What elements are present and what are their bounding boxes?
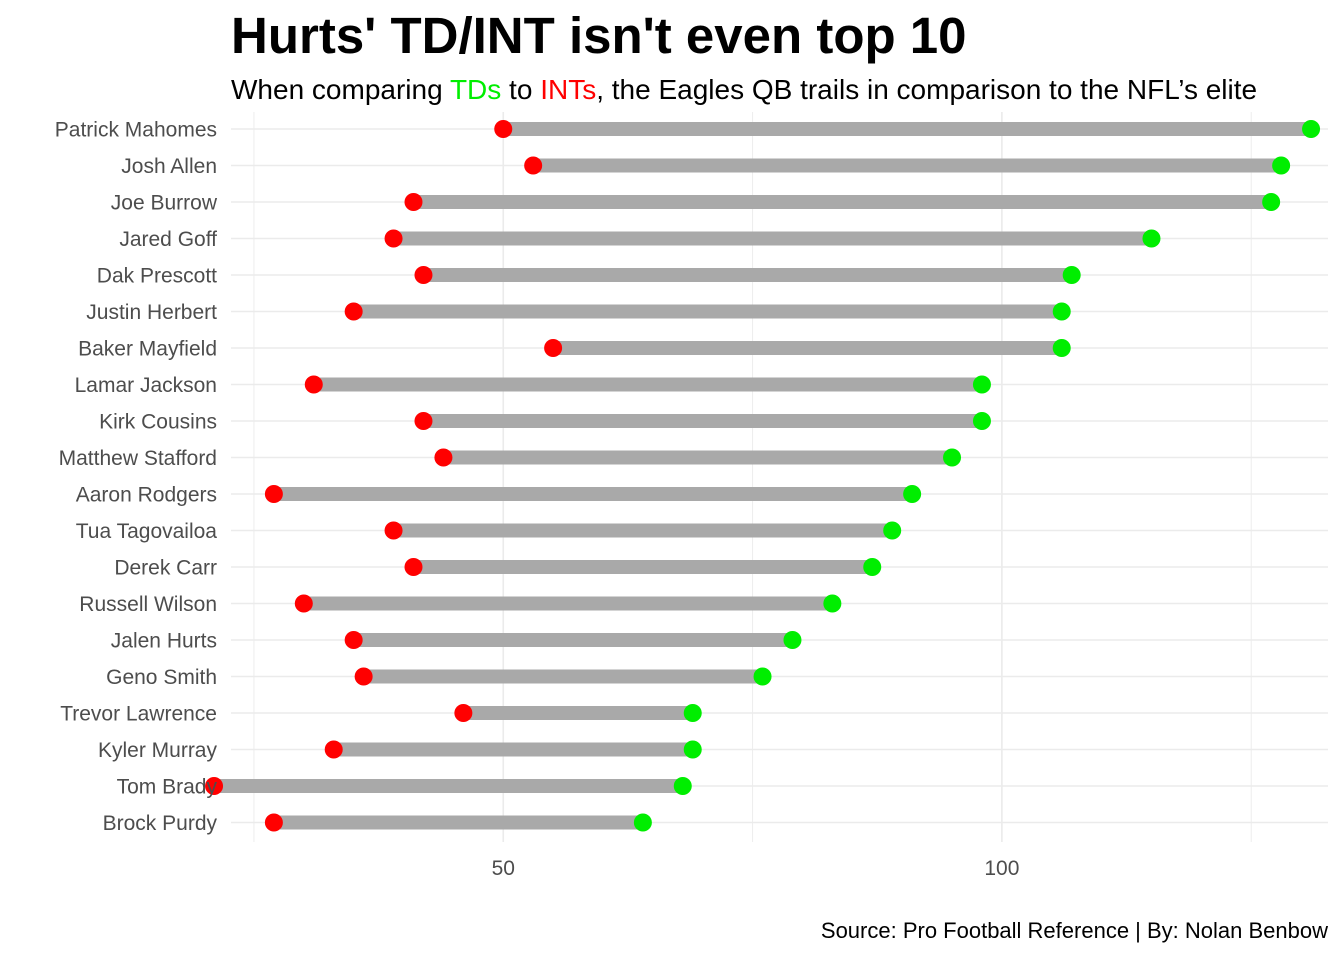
x-tick-label: 100 bbox=[984, 857, 1019, 880]
int-point bbox=[344, 302, 363, 321]
y-tick-label: Geno Smith bbox=[106, 666, 217, 689]
subtitle-td-word: TDs bbox=[449, 74, 502, 105]
y-tick-label: Patrick Mahomes bbox=[55, 119, 217, 142]
y-tick-label: Brock Purdy bbox=[103, 812, 218, 835]
td-point bbox=[753, 667, 772, 686]
td-point bbox=[972, 375, 991, 394]
x-tick-label: 50 bbox=[492, 857, 515, 880]
int-point bbox=[294, 594, 313, 613]
y-tick-label: Derek Carr bbox=[114, 557, 217, 580]
y-tick-label: Matthew Stafford bbox=[59, 447, 217, 470]
chart-caption: Source: Pro Football Reference | By: Nol… bbox=[820, 918, 1328, 943]
int-point bbox=[354, 667, 373, 686]
int-point bbox=[384, 229, 403, 248]
int-point bbox=[434, 448, 453, 467]
td-point bbox=[863, 558, 882, 576]
y-tick-label: Russell Wilson bbox=[79, 593, 217, 616]
y-tick-label: Trevor Lawrence bbox=[60, 703, 217, 726]
int-point bbox=[344, 631, 363, 649]
grid-layer bbox=[231, 112, 1328, 842]
y-tick-label: Tom Brady bbox=[117, 776, 218, 799]
int-point bbox=[264, 485, 283, 503]
td-point bbox=[1272, 156, 1291, 175]
td-point bbox=[1052, 339, 1071, 357]
td-point bbox=[673, 777, 692, 795]
chart-subtitle: When comparing TDs to INTs, the Eagles Q… bbox=[231, 74, 1257, 106]
int-point bbox=[324, 740, 343, 759]
dot-layer bbox=[205, 120, 1321, 832]
y-tick-label: Jalen Hurts bbox=[111, 630, 217, 653]
td-point bbox=[943, 448, 962, 467]
int-point bbox=[384, 521, 403, 540]
y-tick-label: Baker Mayfield bbox=[78, 338, 217, 361]
int-point bbox=[414, 412, 433, 430]
td-point bbox=[1262, 193, 1281, 211]
td-point bbox=[683, 740, 702, 759]
y-tick-label: Kyler Murray bbox=[98, 739, 218, 762]
y-tick-label: Aaron Rodgers bbox=[76, 484, 217, 507]
subtitle-suffix: , the Eagles QB trails in comparison to … bbox=[596, 74, 1258, 105]
x-axis-labels: 50 100 bbox=[492, 857, 1020, 880]
y-tick-label: Dak Prescott bbox=[97, 265, 217, 288]
y-tick-label: Kirk Cousins bbox=[99, 411, 217, 434]
td-point bbox=[1142, 229, 1161, 248]
int-point bbox=[494, 120, 513, 138]
subtitle-prefix: When comparing bbox=[231, 74, 450, 105]
int-point bbox=[304, 375, 323, 394]
td-point bbox=[903, 485, 922, 503]
int-point bbox=[205, 777, 224, 795]
td-point bbox=[633, 813, 652, 832]
int-point bbox=[414, 266, 433, 284]
td-point bbox=[683, 704, 702, 722]
int-point bbox=[404, 193, 423, 211]
y-tick-label: Joe Burrow bbox=[111, 192, 218, 215]
td-point bbox=[883, 521, 902, 540]
y-tick-label: Jared Goff bbox=[119, 228, 217, 251]
td-point bbox=[823, 594, 842, 613]
y-axis-labels: Patrick Mahomes Josh Allen Joe Burrow Jared… bbox=[55, 119, 218, 836]
td-point bbox=[783, 631, 802, 649]
td-point bbox=[1062, 266, 1081, 284]
td-point bbox=[972, 412, 991, 430]
td-point bbox=[1302, 120, 1321, 138]
y-tick-label: Tua Tagovailoa bbox=[76, 520, 218, 543]
subtitle-int-word: INTs bbox=[540, 74, 597, 105]
int-point bbox=[404, 558, 423, 576]
subtitle-middle: to bbox=[501, 74, 541, 105]
int-point bbox=[454, 704, 473, 722]
int-point bbox=[544, 339, 563, 357]
y-tick-label: Josh Allen bbox=[121, 155, 217, 178]
y-tick-label: Lamar Jackson bbox=[75, 374, 217, 397]
y-tick-label: Justin Herbert bbox=[86, 301, 217, 324]
chart-title: Hurts' TD/INT isn't even top 10 bbox=[231, 7, 967, 64]
td-point bbox=[1052, 302, 1071, 321]
int-point bbox=[524, 156, 543, 175]
segment-layer bbox=[214, 122, 1312, 830]
int-point bbox=[264, 813, 283, 832]
